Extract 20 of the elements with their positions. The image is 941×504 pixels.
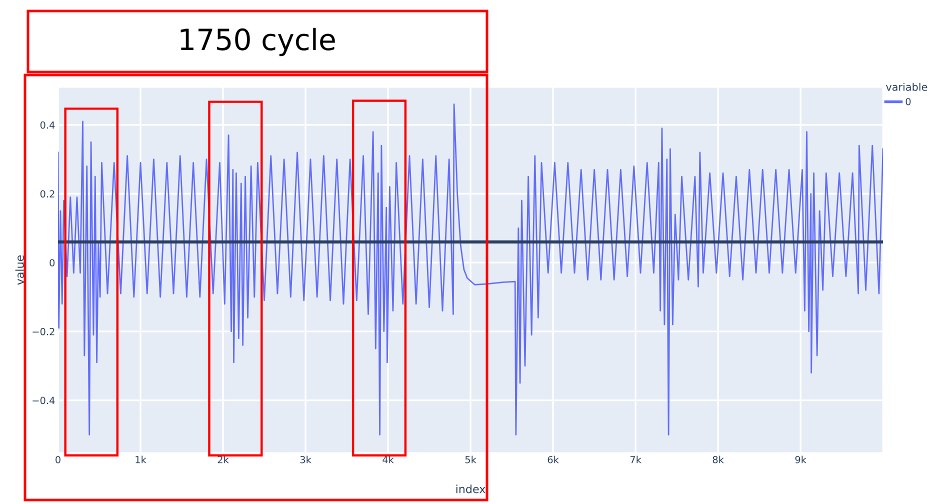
y-axis-title: value bbox=[15, 255, 24, 285]
x-tick-label: 1k bbox=[136, 456, 146, 464]
legend-title: variable bbox=[886, 82, 928, 91]
line-series bbox=[58, 104, 883, 436]
x-tick-label: 0 bbox=[56, 456, 60, 464]
y-tick-label: 0 bbox=[50, 259, 55, 266]
x-tick-label: 3k bbox=[300, 456, 312, 464]
x-tick-label: 5k bbox=[465, 456, 476, 464]
y-tick-label: 0.4 bbox=[40, 121, 55, 129]
x-tick-label: 6k bbox=[548, 456, 559, 464]
y-tick-label: −0.2 bbox=[32, 328, 54, 336]
text: 1750 cycle bbox=[180, 28, 335, 56]
x-tick-label: 4k bbox=[382, 456, 394, 464]
y-tick-label: −0.4 bbox=[32, 396, 55, 404]
legend-label: 0 bbox=[906, 98, 911, 106]
y-tick-label: 0.2 bbox=[40, 190, 54, 198]
x-tick-label: 9k bbox=[795, 456, 806, 464]
x-tick-label: 8k bbox=[712, 456, 724, 464]
x-tick-label: 7k bbox=[630, 456, 642, 464]
x-axis-title: index bbox=[456, 484, 486, 494]
